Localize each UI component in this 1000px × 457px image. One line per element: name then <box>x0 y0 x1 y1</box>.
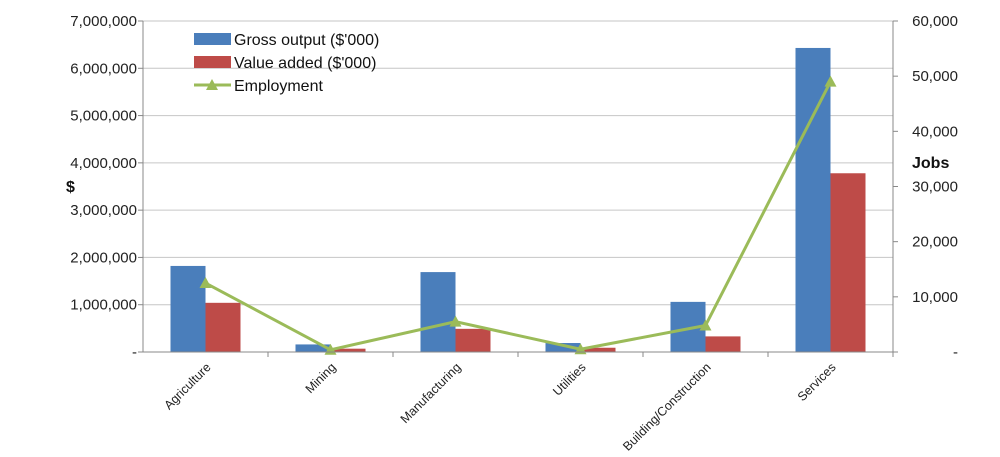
bar <box>420 272 456 352</box>
y-right-tick-label: 40,000 <box>912 123 958 140</box>
y-right-tick-label: 60,000 <box>912 13 958 30</box>
x-tick-label: Agriculture <box>161 360 213 412</box>
axes <box>138 20 898 357</box>
legend-label: Gross output ($'000) <box>234 32 379 49</box>
y-left-tick-label: 3,000,000 <box>70 202 137 219</box>
bar <box>205 302 241 352</box>
legend-label: Value added ($'000) <box>234 55 376 72</box>
employment-point <box>199 277 212 289</box>
y-left-tick-label: 4,000,000 <box>70 155 137 172</box>
bars <box>170 47 866 353</box>
y-left-tick-label: 7,000,000 <box>70 13 137 30</box>
bar <box>455 328 491 352</box>
y-right-tick-label: 20,000 <box>912 234 958 251</box>
y-left-tick-label: 2,000,000 <box>70 249 137 266</box>
legend: Gross output ($'000) Value added ($'000) E… <box>194 32 379 95</box>
y-right-tick-label: 50,000 <box>912 68 958 85</box>
employment-line <box>204 80 832 352</box>
y-right-tick-label: - <box>953 344 958 361</box>
employment-point <box>824 75 837 87</box>
y-left-tick-label: 5,000,000 <box>70 108 137 125</box>
bar <box>795 47 831 353</box>
employment-line-group <box>199 75 837 355</box>
bar <box>295 344 331 352</box>
y-left-tick-label: - <box>132 344 137 361</box>
bar <box>580 347 616 352</box>
bar <box>830 173 866 352</box>
legend-swatch <box>194 56 231 68</box>
gridlines <box>143 20 893 306</box>
tick-labels: - 1,000,000 2,000,000 3,000,000 4,000,000 5,0… <box>70 13 958 454</box>
y-left-axis-title: $ <box>66 179 75 196</box>
legend-marker <box>206 79 218 90</box>
y-left-tick-label: 1,000,000 <box>70 297 137 314</box>
legend-label: Employment <box>234 78 323 95</box>
y-left-tick-label: 6,000,000 <box>70 60 137 77</box>
bar <box>545 343 581 352</box>
y-right-tick-label: 30,000 <box>912 179 958 196</box>
x-tick-label: Building/Construction <box>620 360 713 453</box>
bar <box>170 265 206 352</box>
x-tick-label: Mining <box>303 360 339 396</box>
bar <box>705 336 741 352</box>
y-right-tick-label: 10,000 <box>912 289 958 306</box>
employment-point <box>574 343 587 355</box>
x-tick-label: Services <box>795 360 839 404</box>
employment-point <box>699 319 712 331</box>
y-right-axis-title: Jobs <box>912 155 949 172</box>
x-tick-label: Utilities <box>550 360 588 398</box>
x-tick-label: Manufacturing <box>398 360 464 426</box>
legend-swatch <box>194 33 231 45</box>
bar <box>330 348 366 352</box>
employment-point <box>449 315 462 327</box>
